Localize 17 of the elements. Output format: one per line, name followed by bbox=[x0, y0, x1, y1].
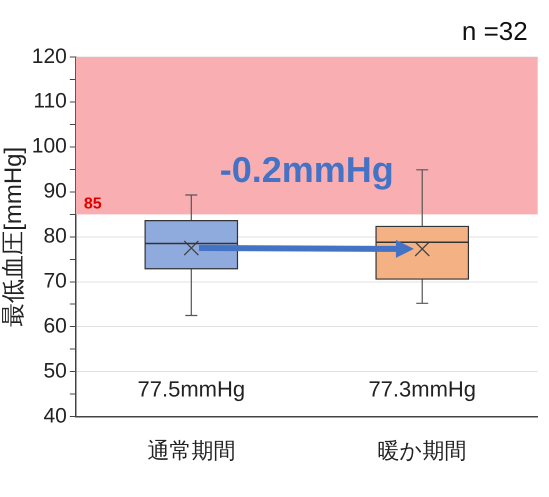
y-axis-title: 最低血圧[mmHg] bbox=[0, 146, 28, 327]
text: n =32 bbox=[462, 16, 528, 46]
band-label: 85 bbox=[84, 196, 102, 213]
y-tick-label: 120 bbox=[32, 44, 67, 68]
annotation: 77.3mmHg bbox=[368, 376, 476, 402]
y-tick-label: 80 bbox=[43, 224, 67, 248]
y-tick-label: 60 bbox=[43, 314, 67, 338]
y-tick-label: 100 bbox=[32, 134, 67, 158]
x-tick-label: 通常期間 bbox=[147, 438, 236, 463]
y-tick-label: 70 bbox=[43, 270, 67, 293]
y-tick-label: 50 bbox=[43, 359, 67, 382]
y-tick-label: 90 bbox=[43, 180, 67, 203]
y-tick-label: 110 bbox=[33, 90, 67, 113]
y-tick-label: 40 bbox=[43, 404, 67, 428]
annotation: -0.2mmHg bbox=[220, 148, 394, 190]
annotation: 77.5mmHg bbox=[138, 376, 246, 402]
x-tick-label: 暖か期間 bbox=[378, 438, 467, 463]
